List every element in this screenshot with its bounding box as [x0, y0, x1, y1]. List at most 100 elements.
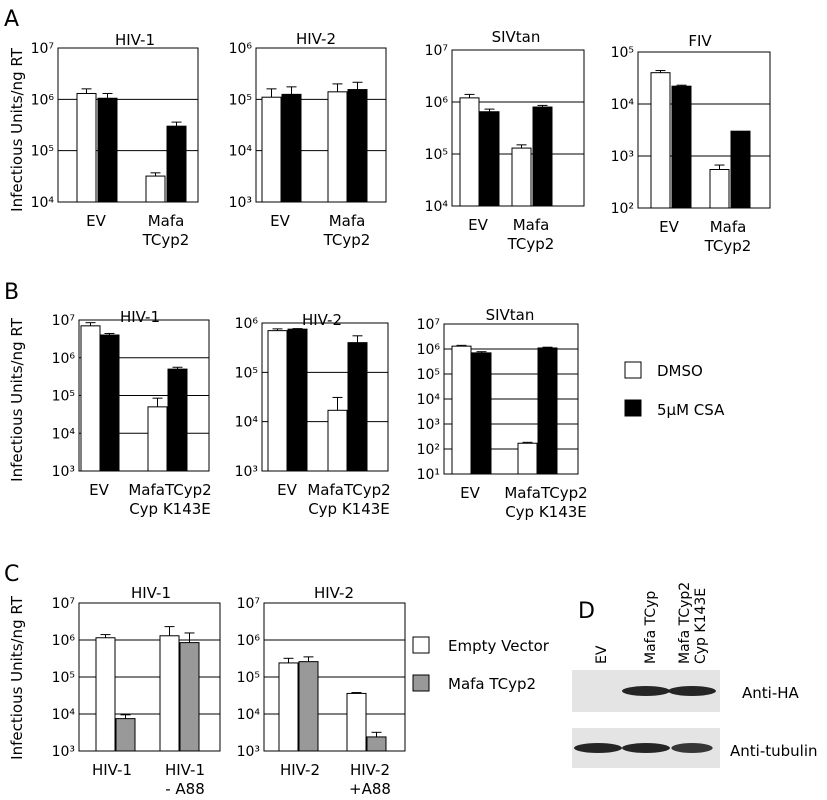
bar	[532, 106, 553, 207]
blot-lane-label-mafa-tcyp: Mafa TCyp	[643, 591, 659, 664]
legend-swatch-empty-vector	[412, 636, 430, 654]
y-tick-label: 10⁵	[417, 367, 440, 383]
category-label: Cyp K143E	[129, 500, 211, 518]
blot-lane-label-line-2: Cyp K143E	[693, 588, 709, 664]
y-tick-label: 10⁶	[229, 41, 253, 57]
category-label: HIV-1	[165, 761, 205, 779]
bar	[179, 642, 200, 752]
bar	[159, 635, 180, 752]
category-label: EV	[86, 212, 106, 230]
plot-frame	[261, 322, 389, 472]
chart-title: HIV-1	[131, 584, 171, 602]
category-label: EV	[270, 212, 290, 230]
bar	[650, 72, 671, 209]
bar	[347, 342, 368, 472]
y-tick-label: 10⁷	[31, 41, 54, 57]
y-tick-label: 10⁶	[52, 633, 76, 649]
bar	[709, 169, 730, 209]
chart-title: SIVtan	[486, 306, 535, 324]
category-label: - A88	[165, 780, 205, 798]
y-tick-label: 10⁷	[237, 596, 260, 612]
y-tick-label: 10³	[52, 744, 75, 760]
legend-label-csa: 5µM CSA	[657, 401, 725, 419]
y-tick-label: 10³	[417, 417, 440, 433]
chart-a-sivtan: 10⁴ 10⁵ 10⁶ 10⁷ SIVtan EV MafaTCyp2	[425, 28, 585, 253]
panel-letter-c: C	[4, 562, 19, 587]
y-tick-label: 10⁵	[31, 144, 54, 160]
bar	[671, 85, 692, 209]
category-label: Mafa	[710, 218, 747, 236]
bar	[298, 661, 319, 752]
chart-title: FIV	[688, 32, 712, 50]
legend-swatch-dmso	[624, 361, 642, 379]
bar	[471, 352, 492, 475]
y-tick-label: 10⁷	[52, 596, 75, 612]
y-tick-label: 10⁵	[52, 670, 75, 686]
bar	[511, 147, 532, 207]
y-tick-label: 10⁴	[611, 97, 635, 113]
y-tick-label: 10¹	[417, 467, 440, 483]
y-tick-label: 10⁴	[229, 144, 253, 160]
y-tick-label: 10⁶	[425, 95, 449, 111]
category-label: MafaTCyp2	[504, 484, 587, 502]
category-label: Mafa	[148, 212, 185, 230]
category-label: Cyp K143E	[505, 503, 587, 521]
category-label: MafaTCyp2	[307, 481, 390, 499]
y-tick-label: 10⁵	[425, 147, 448, 163]
y-tick-label: 10⁵	[52, 389, 75, 405]
y-tick-label: 10⁷	[425, 43, 448, 59]
blot-band	[574, 743, 622, 753]
category-label: EV	[659, 218, 679, 236]
category-label: EV	[468, 216, 488, 234]
western-blot: EV Mafa TCyp Mafa TCyp2 Cyp K143E Anti-H…	[572, 582, 818, 768]
bar	[327, 409, 348, 472]
y-tick-label: 10⁴	[31, 195, 55, 211]
panel-letter-a: A	[4, 7, 19, 32]
y-tick-label: 10⁵	[237, 670, 260, 686]
chart-b-sivtan: 10¹ 10² 10³ 10⁴ 10⁵ 10⁶ 10⁷ SIVtan EV MafaTCyp2Cy…	[417, 306, 588, 521]
blot-lane-label-ev: EV	[594, 645, 610, 664]
plot-frame	[255, 47, 387, 203]
legend-label-dmso: DMSO	[657, 362, 703, 380]
y-tick-label: 10⁷	[417, 317, 440, 333]
chart-title: HIV-1	[120, 308, 160, 326]
y-tick-label: 10³	[611, 149, 634, 165]
bar	[451, 345, 472, 475]
blot-lane-label-line-1: Mafa TCyp2	[677, 582, 693, 664]
y-tick-label: 10⁵	[229, 92, 252, 108]
bar	[346, 692, 367, 752]
bar	[517, 442, 538, 475]
bar	[537, 347, 558, 475]
chart-title: HIV-2	[296, 30, 336, 48]
y-tick-label: 10⁷	[52, 313, 75, 329]
bar	[730, 130, 751, 209]
y-tick-label: 10⁴	[235, 415, 259, 431]
chart-title: HIV-2	[302, 311, 342, 329]
bar	[287, 328, 308, 472]
y-axis-label-b: Infectious Units/ng RT	[8, 317, 26, 482]
plot-frame	[57, 47, 199, 203]
category-label: Cyp K143E	[308, 500, 390, 518]
legend-label-empty-vector: Empty Vector	[448, 637, 550, 655]
category-label: HIV-2	[350, 761, 390, 779]
bar	[99, 334, 120, 472]
bar	[366, 736, 387, 752]
panel-letter-b: B	[4, 280, 19, 305]
bar	[459, 97, 480, 207]
category-label: EV	[277, 481, 297, 499]
category-label: TCyp2	[142, 231, 190, 249]
bar	[281, 93, 302, 203]
category-label: EV	[89, 481, 109, 499]
category-label: Mafa	[329, 212, 366, 230]
category-label: MafaTCyp2	[128, 481, 211, 499]
y-tick-label: 10⁶	[52, 351, 76, 367]
chart-title: HIV-2	[314, 584, 354, 602]
y-tick-label: 10⁴	[52, 426, 76, 442]
panel-letter-d: D	[578, 599, 595, 624]
category-label: EV	[460, 484, 480, 502]
category-label: HIV-1	[92, 761, 132, 779]
